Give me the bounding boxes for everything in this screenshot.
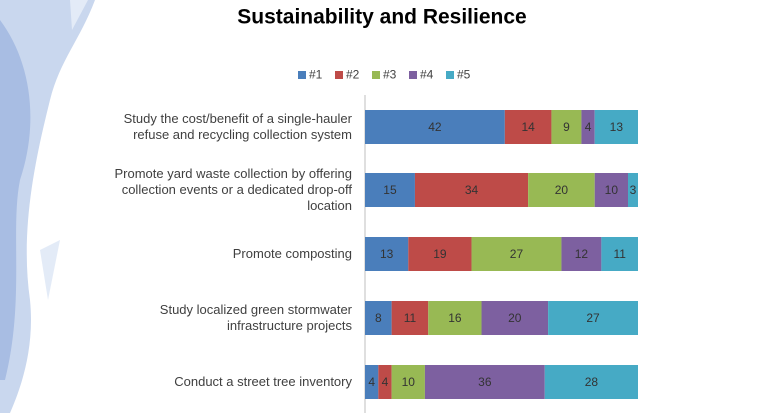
bar-segment	[391, 301, 429, 335]
value-label: 27	[510, 247, 524, 261]
bar-segment	[471, 237, 562, 271]
bar-segment	[548, 301, 638, 335]
legend-swatch	[335, 71, 343, 79]
value-label: 8	[375, 311, 382, 325]
value-label: 16	[448, 311, 462, 325]
legend-label: #5	[457, 68, 471, 82]
legend-swatch	[446, 71, 454, 79]
value-label: 11	[404, 311, 417, 325]
value-label: 9	[563, 120, 570, 134]
value-label: 13	[610, 120, 624, 134]
bar-segment	[414, 173, 529, 207]
bar-segment	[365, 110, 505, 144]
bar-segment	[628, 173, 638, 207]
bar-segment	[601, 237, 638, 271]
bar-segment	[408, 237, 472, 271]
legend-label: #1	[309, 68, 323, 82]
value-label: 20	[555, 183, 569, 197]
bar-segment	[365, 365, 379, 399]
value-label: 15	[383, 183, 397, 197]
value-label: 19	[433, 247, 447, 261]
chart-title: Sustainability and Resilience	[237, 6, 526, 29]
value-label: 11	[613, 247, 626, 261]
bar-segment	[378, 365, 392, 399]
bar-segment	[581, 110, 595, 144]
value-label: 4	[585, 120, 592, 134]
legend-label: #2	[346, 68, 360, 82]
bar-segment	[424, 365, 545, 399]
category-label: Promote composting	[232, 246, 352, 261]
legend-label: #4	[420, 68, 434, 82]
bar-segment	[481, 301, 549, 335]
bar-segment	[594, 173, 629, 207]
value-label: 10	[605, 183, 619, 197]
bar-segment	[528, 173, 595, 207]
value-label: 28	[585, 375, 599, 389]
bar-segment	[561, 237, 602, 271]
bar-segment	[544, 365, 638, 399]
bar-segment	[365, 173, 415, 207]
value-label: 36	[478, 375, 492, 389]
value-label: 20	[508, 311, 522, 325]
bar-segment	[428, 301, 482, 335]
value-label: 3	[630, 183, 637, 197]
category-label: Conduct a street tree inventory	[174, 374, 352, 389]
value-label: 13	[380, 247, 394, 261]
value-label: 10	[402, 375, 416, 389]
bar-segment	[594, 110, 638, 144]
bar-segment	[365, 301, 392, 335]
bar-segment	[504, 110, 552, 144]
value-label: 4	[368, 375, 375, 389]
legend-label: #3	[383, 68, 397, 82]
value-label: 12	[575, 247, 589, 261]
category-label: Study the cost/benefit of a single-haule…	[123, 111, 352, 142]
category-label: Study localized green stormwater infrast…	[159, 302, 352, 333]
bar-segment	[391, 365, 425, 399]
category-label: Promote yard waste collection by offerin…	[114, 166, 353, 213]
value-label: 14	[521, 120, 535, 134]
value-label: 34	[465, 183, 479, 197]
value-label: 27	[586, 311, 600, 325]
value-label: 42	[428, 120, 442, 134]
brush-decoration	[40, 0, 88, 300]
legend-swatch	[409, 71, 417, 79]
bar-segment	[365, 237, 409, 271]
bar-segment	[551, 110, 582, 144]
legend-swatch	[372, 71, 380, 79]
legend-swatch	[298, 71, 306, 79]
brush-decoration	[0, 20, 31, 380]
value-label: 4	[382, 375, 389, 389]
